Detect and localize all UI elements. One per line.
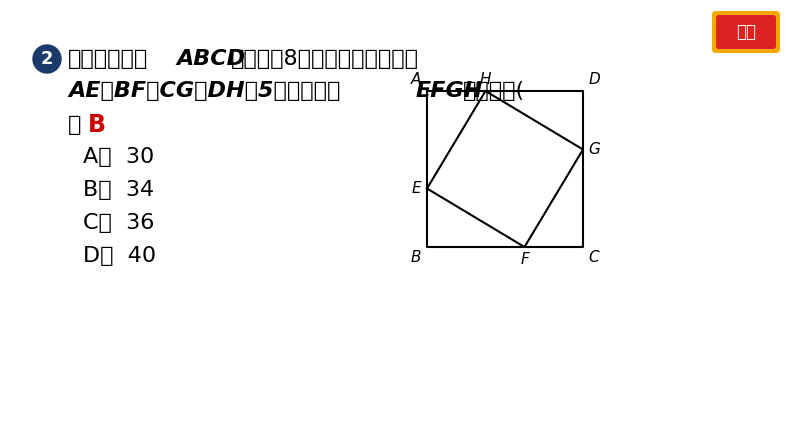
Text: ABCD: ABCD bbox=[176, 49, 245, 69]
Text: B: B bbox=[88, 113, 106, 137]
Text: 返回: 返回 bbox=[736, 23, 756, 41]
Text: ）: ） bbox=[68, 115, 81, 135]
Text: H: H bbox=[480, 72, 491, 87]
Text: A: A bbox=[410, 72, 421, 88]
FancyBboxPatch shape bbox=[716, 15, 776, 49]
Text: B: B bbox=[410, 250, 422, 266]
Circle shape bbox=[33, 45, 61, 73]
Text: E: E bbox=[411, 181, 421, 196]
Text: 的面积是(: 的面积是( bbox=[463, 81, 525, 101]
Text: C．  36: C． 36 bbox=[83, 213, 154, 233]
Text: 2: 2 bbox=[40, 50, 53, 68]
Text: 如图，正方形: 如图，正方形 bbox=[68, 49, 148, 69]
Text: D: D bbox=[588, 72, 600, 88]
Text: EFGH: EFGH bbox=[416, 81, 484, 101]
Text: 的边长为8，在各边上顺次截取: 的边长为8，在各边上顺次截取 bbox=[231, 49, 419, 69]
Text: D．  40: D． 40 bbox=[83, 246, 156, 266]
Text: AE＝BF＝CG＝DH＝5，则四边形: AE＝BF＝CG＝DH＝5，则四边形 bbox=[68, 81, 341, 101]
Text: G: G bbox=[588, 142, 600, 157]
FancyBboxPatch shape bbox=[712, 11, 780, 53]
Text: A．  30: A． 30 bbox=[83, 147, 154, 167]
Text: C: C bbox=[588, 250, 599, 266]
Text: B．  34: B． 34 bbox=[83, 180, 154, 200]
Text: F: F bbox=[520, 252, 529, 266]
